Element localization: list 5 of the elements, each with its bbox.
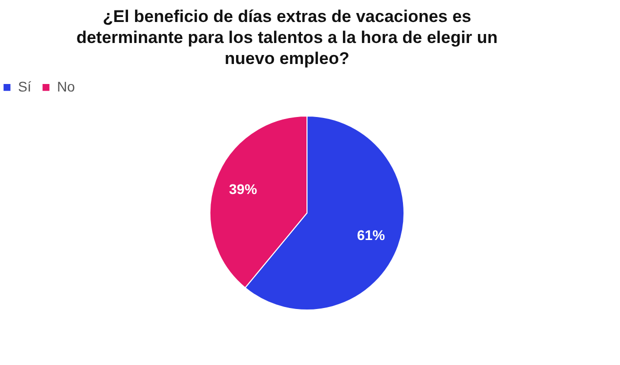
data-label: 39% bbox=[229, 180, 258, 197]
legend-label: Sí bbox=[18, 78, 32, 94]
legend-label: No bbox=[57, 78, 76, 94]
chart-title: ¿El beneficio de días extras de vacaciones es determinante para los talentos a la hora de elegir un nuevo empleo? bbox=[76, 7, 498, 68]
data-label: 61% bbox=[356, 227, 386, 244]
